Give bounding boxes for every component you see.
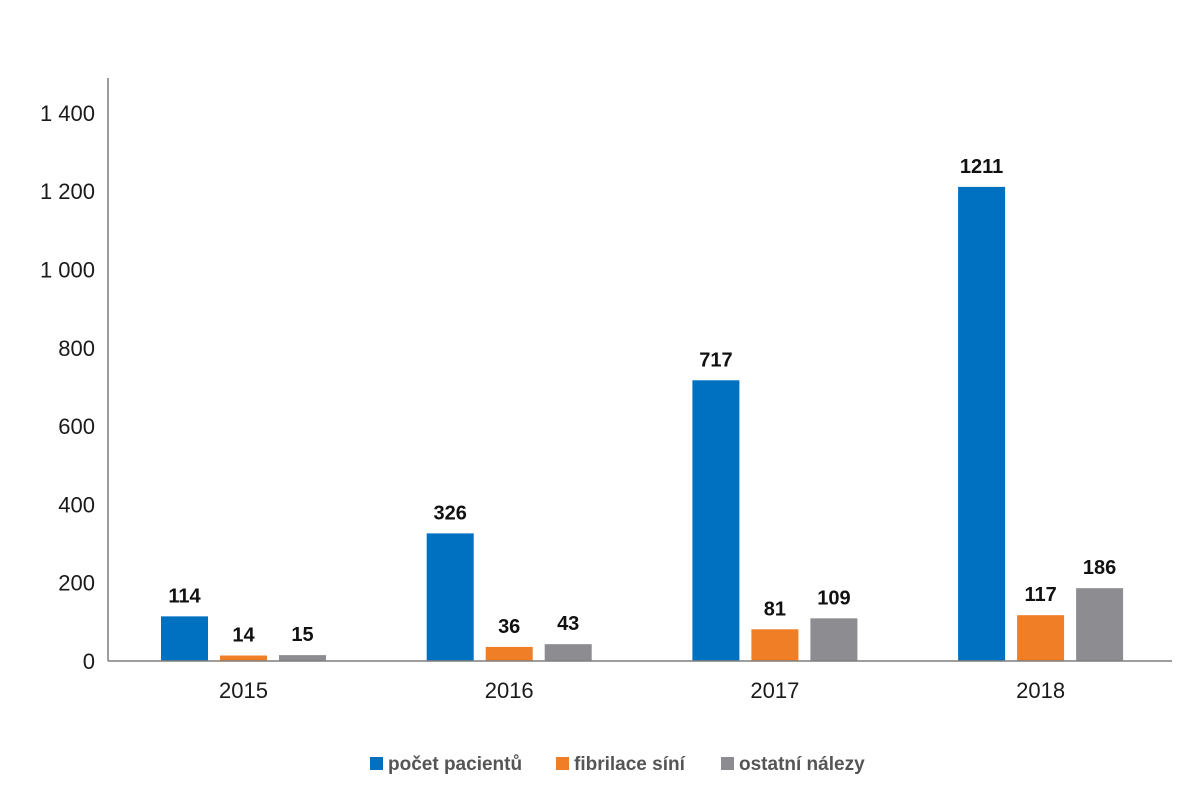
bar <box>279 655 326 661</box>
y-tick-label: 0 <box>83 649 95 674</box>
legend: počet pacientů fibrilace síní ostatní nále… <box>370 754 865 775</box>
y-tick-label: 400 <box>58 492 95 517</box>
data-label: 36 <box>498 616 520 638</box>
bar <box>161 616 208 661</box>
y-tick-label: 800 <box>58 336 95 361</box>
legend-swatch <box>370 757 383 770</box>
legend-swatch <box>721 757 734 770</box>
bar <box>751 629 799 661</box>
x-tick-label: 2015 <box>219 678 268 703</box>
data-label: 326 <box>434 502 467 524</box>
data-label: 109 <box>817 587 850 609</box>
data-label: 15 <box>291 624 313 646</box>
y-tick-label: 1 400 <box>40 101 95 126</box>
data-label: 186 <box>1083 557 1116 579</box>
data-label: 43 <box>557 613 579 635</box>
bar <box>220 655 267 661</box>
data-label: 717 <box>699 349 732 371</box>
y-tick-label: 1 200 <box>40 179 95 204</box>
x-axis-labels: 2015 2016 2017 2018 <box>219 678 1065 703</box>
bar <box>1017 615 1065 661</box>
legend-label: fibrilace síní <box>574 754 686 775</box>
data-label: 117 <box>1024 584 1056 606</box>
y-tick-label: 1 000 <box>40 258 95 283</box>
legend-label: ostatní nálezy <box>739 754 865 775</box>
legend-label: počet pacientů <box>388 754 522 775</box>
bar <box>1076 588 1124 661</box>
data-label: 114 <box>168 585 201 607</box>
bars-group <box>161 186 1124 661</box>
legend-swatch <box>556 757 569 770</box>
bar <box>544 644 592 661</box>
bar <box>692 380 740 661</box>
bar <box>958 186 1006 661</box>
data-label: 14 <box>232 625 255 647</box>
bar <box>426 533 474 661</box>
data-label: 81 <box>764 598 786 620</box>
bar <box>485 646 533 661</box>
data-labels-group: 114 14 15 326 36 43 717 81 109 1211 117 186 <box>168 156 1116 647</box>
x-tick-label: 2017 <box>750 678 799 703</box>
y-axis-ticks: 0 200 400 600 800 1 000 1 200 1 400 <box>40 101 95 674</box>
x-tick-label: 2016 <box>485 678 534 703</box>
x-tick-label: 2018 <box>1016 678 1065 703</box>
y-tick-label: 600 <box>58 414 95 439</box>
y-tick-label: 200 <box>58 571 95 596</box>
bar <box>810 618 858 661</box>
data-label: 1211 <box>960 156 1003 178</box>
